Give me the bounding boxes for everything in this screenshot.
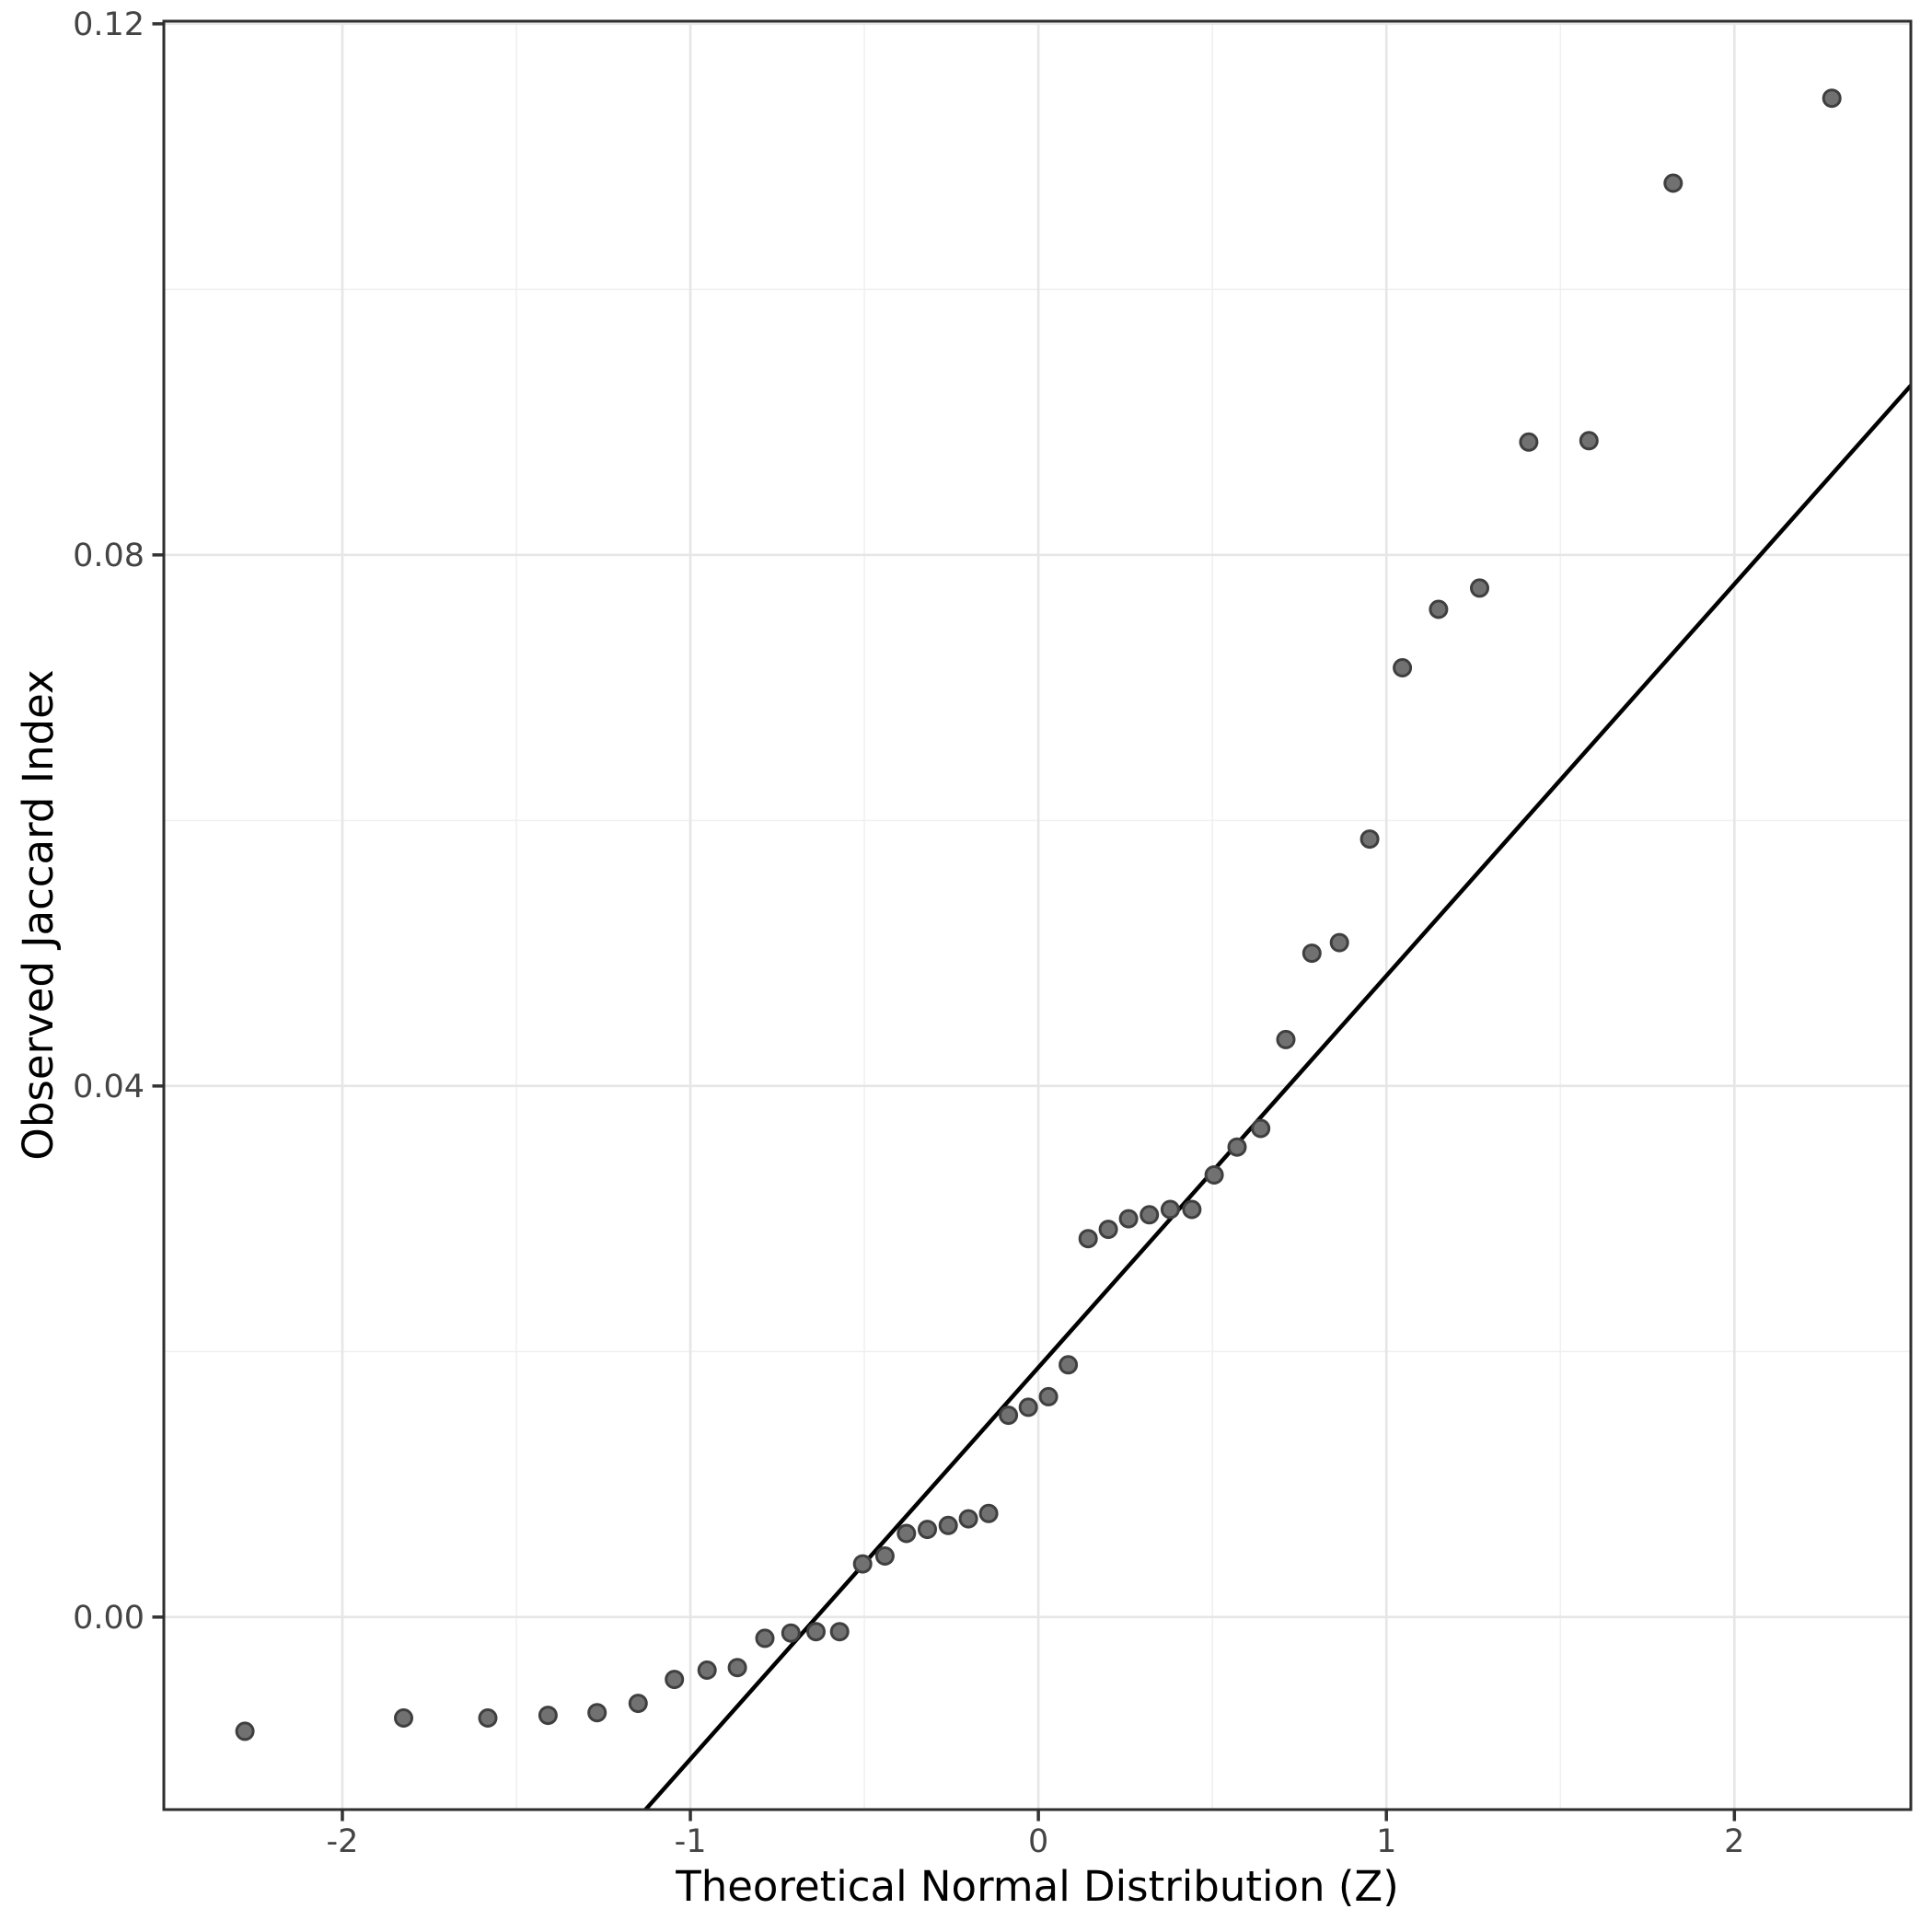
axis-tick-marks: [152, 22, 1737, 1822]
data-point: [1359, 829, 1380, 850]
data-point: [874, 1546, 895, 1566]
y-tick-label: 0.04: [73, 1069, 145, 1105]
data-point: [806, 1622, 826, 1642]
data-point: [1078, 1229, 1098, 1249]
qq-points: [235, 88, 1842, 1741]
panel-border: [162, 19, 1913, 1811]
data-point: [394, 1708, 413, 1728]
x-tick-label: -1: [675, 1823, 707, 1860]
data-point: [1018, 1397, 1038, 1417]
data-point: [1182, 1199, 1202, 1220]
data-point: [538, 1706, 558, 1726]
data-point: [1160, 1199, 1180, 1220]
data-point: [1519, 432, 1539, 452]
x-tick-label: 0: [1028, 1823, 1048, 1860]
data-point: [1822, 88, 1842, 109]
grid-major-lines: [164, 21, 1911, 1810]
x-tick-label: 2: [1724, 1823, 1744, 1860]
data-point: [978, 1503, 999, 1523]
data-point: [697, 1660, 717, 1680]
data-point: [628, 1694, 648, 1714]
data-point: [1059, 1355, 1079, 1375]
data-point: [755, 1628, 775, 1649]
data-point: [665, 1670, 685, 1690]
data-point: [918, 1520, 937, 1540]
x-axis-title: Theoretical Normal Distribution (Z): [675, 1862, 1399, 1911]
data-point: [999, 1406, 1019, 1426]
data-point: [587, 1703, 607, 1723]
data-point: [781, 1623, 801, 1643]
data-point: [1038, 1386, 1059, 1406]
data-point: [1227, 1137, 1247, 1157]
x-axis-tick-labels: -2 -1 0 1 2: [327, 1823, 1745, 1860]
data-point: [1251, 1118, 1271, 1139]
data-point: [1579, 431, 1599, 451]
data-point: [1276, 1029, 1296, 1049]
data-point: [897, 1523, 917, 1544]
x-tick-label: 1: [1376, 1823, 1396, 1860]
data-point: [1663, 173, 1683, 193]
data-point: [1118, 1209, 1139, 1229]
data-point: [852, 1554, 873, 1574]
data-point: [1470, 578, 1489, 598]
data-point: [478, 1708, 498, 1728]
y-axis-title: Observed Jaccard Index: [14, 669, 63, 1160]
data-point: [1098, 1220, 1118, 1240]
qq-reference-line: [642, 384, 1911, 1810]
data-point: [1204, 1165, 1224, 1185]
y-tick-label: 0.00: [73, 1600, 145, 1637]
data-point: [235, 1721, 255, 1741]
x-tick-label: -2: [327, 1823, 359, 1860]
data-point: [1329, 932, 1349, 953]
data-point: [1393, 658, 1413, 677]
data-point: [1301, 943, 1322, 964]
y-axis-tick-labels: 0.00 0.04 0.08 0.12: [73, 6, 145, 1637]
y-tick-label: 0.08: [73, 538, 145, 574]
data-point: [727, 1658, 747, 1678]
data-point: [938, 1515, 958, 1535]
data-point: [829, 1622, 850, 1642]
y-tick-label: 0.12: [73, 6, 145, 43]
data-point: [1140, 1205, 1160, 1225]
data-point: [1429, 599, 1449, 619]
data-point: [958, 1509, 978, 1529]
